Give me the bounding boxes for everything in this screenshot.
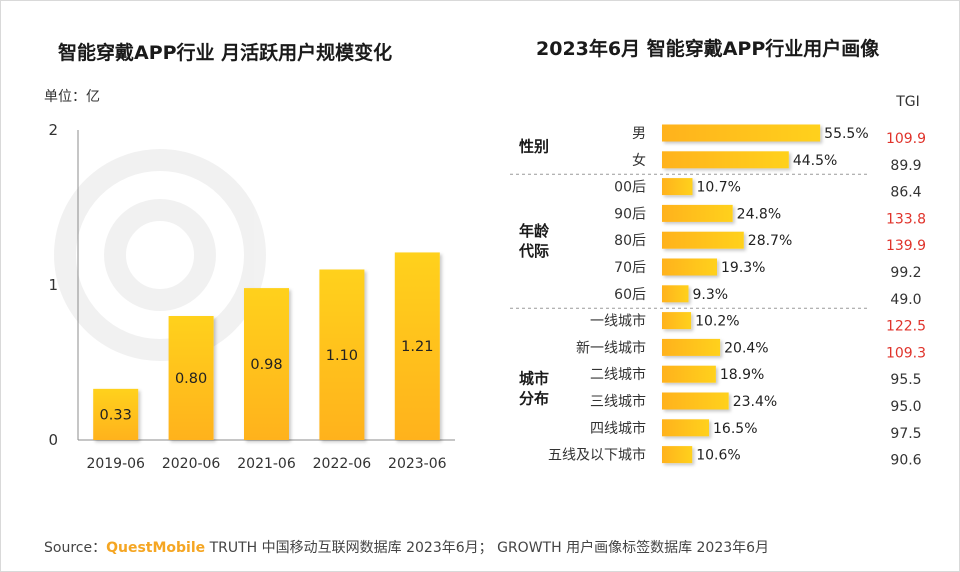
bar-value-label: 55.5%: [824, 126, 868, 142]
bar-value-label: 16.5%: [713, 421, 757, 437]
source-note: Source：QuestMobile TRUTH 中国移动互联网数据库 2023…: [44, 537, 769, 557]
bar-value-label: 23.4%: [733, 394, 777, 410]
x-tick-label: 2021-06: [237, 456, 296, 472]
category-label: 二线城市: [590, 366, 646, 383]
bar: [662, 178, 693, 196]
bar: [662, 338, 721, 356]
x-tick-label: 2022-06: [313, 456, 372, 472]
source-text: TRUTH 中国移动互联网数据库 2023年6月； GROWTH 用户画像标签数…: [205, 540, 770, 556]
group-label: 年龄: [519, 222, 550, 240]
y-tick-label: 1: [48, 276, 58, 294]
category-label: 男: [632, 126, 646, 142]
bar: [662, 151, 789, 169]
group-label: 性别: [519, 137, 549, 155]
bar: [168, 316, 214, 440]
bar-value-label: 28.7%: [748, 233, 792, 249]
tgi-value: 95.5: [890, 372, 921, 388]
tgi-value: 109.3: [886, 345, 926, 361]
bar-value-label: 0.80: [175, 371, 207, 387]
tgi-value: 122.5: [886, 319, 926, 335]
bar-value-label: 0.98: [250, 357, 282, 373]
bar: [662, 124, 821, 142]
tgi-value: 86.4: [890, 185, 921, 201]
category-label: 四线城市: [590, 420, 646, 437]
bar-value-label: 10.2%: [695, 314, 739, 330]
right-chart-title: 2023年6月 智能穿戴APP行业用户画像: [536, 38, 880, 60]
x-tick-label: 2023-06: [388, 456, 447, 472]
group-label: 城市: [519, 370, 549, 388]
tgi-value: 89.9: [890, 158, 921, 174]
group-label: 代际: [518, 242, 549, 260]
bar: [662, 285, 689, 303]
bar: [662, 419, 710, 437]
bar: [244, 288, 289, 440]
tgi-value: 97.5: [890, 426, 921, 442]
bar-value-label: 20.4%: [724, 340, 768, 356]
bar: [662, 446, 693, 464]
tgi-value: 99.2: [890, 265, 921, 281]
tgi-value: 90.6: [890, 453, 921, 469]
source-brand: QuestMobile: [106, 540, 206, 556]
bar-value-label: 10.6%: [696, 448, 740, 464]
bar-value-label: 19.3%: [721, 260, 765, 276]
tgi-value: 95.0: [890, 399, 921, 415]
category-label: 80后: [614, 233, 646, 249]
x-tick-label: 2019-06: [86, 456, 145, 472]
bar: [662, 231, 744, 249]
category-label: 一线城市: [590, 313, 646, 330]
watermark: [54, 149, 266, 361]
category-label: 60后: [614, 287, 646, 303]
y-tick-label: 2: [48, 121, 58, 139]
left-bar-chart: 0 1 2 0.33 2019-06 0.80 2020-06 0.98 2021-06 1.10…: [48, 121, 455, 472]
left-chart-title: 智能穿戴APP行业 月活跃用户规模变化: [58, 42, 393, 64]
bar-value-label: 44.5%: [793, 153, 837, 169]
x-tick-label: 2020-06: [162, 456, 221, 472]
y-tick-label: 0: [48, 431, 58, 449]
bar-value-label: 1.21: [401, 339, 433, 355]
unit-label: 单位：亿: [44, 89, 100, 105]
group-label: 分布: [519, 390, 549, 408]
bar: [662, 365, 716, 383]
tgi-header: TGI: [895, 94, 920, 110]
bar-value-label: 9.3%: [693, 287, 729, 303]
bar-value-label: 1.10: [326, 348, 358, 364]
category-label: 00后: [614, 180, 646, 196]
bar: [394, 252, 440, 440]
tgi-value: 139.9: [886, 238, 926, 254]
bar-value-label: 18.9%: [720, 367, 764, 383]
tgi-value: 133.8: [886, 211, 926, 227]
source-prefix: Source：: [44, 540, 107, 556]
bar: [93, 388, 139, 440]
category-label: 五线及以下城市: [548, 447, 646, 464]
category-label: 90后: [614, 206, 646, 222]
right-bar-chart: TGI 男 55.5% 109.9 女 44.5% 89.9 性别 00后 10.7% 86.4 90…: [510, 94, 926, 469]
bar-value-label: 0.33: [100, 407, 132, 423]
category-label: 三线城市: [590, 393, 646, 410]
bar-value-label: 10.7%: [696, 180, 740, 196]
bar: [662, 312, 692, 330]
tgi-value: 49.0: [890, 292, 921, 308]
bar-value-label: 24.8%: [737, 206, 781, 222]
category-label: 女: [632, 152, 646, 169]
tgi-value: 109.9: [886, 131, 926, 147]
bar: [662, 258, 718, 276]
bar: [319, 269, 365, 440]
bar: [662, 204, 733, 222]
bar: [662, 392, 729, 410]
category-label: 新一线城市: [576, 339, 646, 356]
category-label: 70后: [614, 260, 646, 276]
